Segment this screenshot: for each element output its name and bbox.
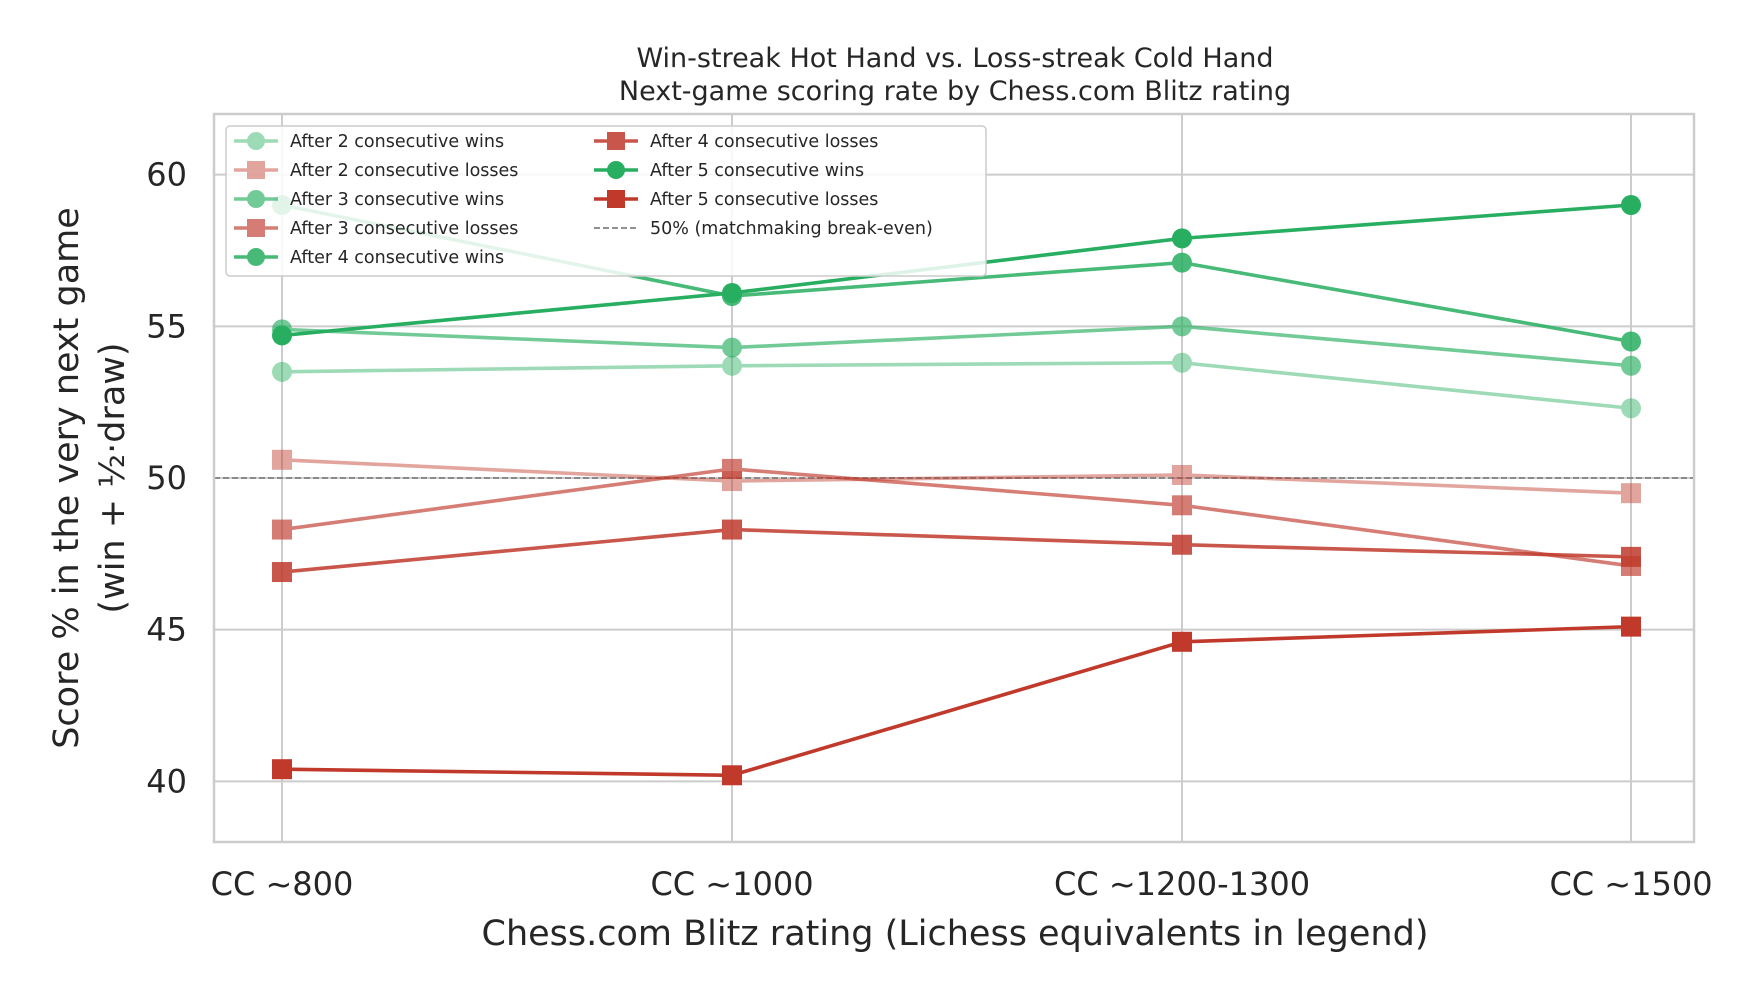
legend-swatch-marker (247, 132, 265, 150)
legend-item: After 4 consecutive losses (594, 132, 878, 152)
x-axis-label-text: Chess.com Blitz rating (Lichess equivale… (482, 914, 1429, 954)
legend-swatch (234, 161, 278, 179)
legend-label: After 2 consecutive wins (290, 132, 504, 152)
data-point (1621, 195, 1641, 215)
legend-label: After 4 consecutive losses (650, 132, 878, 152)
data-point (1621, 616, 1641, 637)
legend-item: 50% (matchmaking break-even) (594, 219, 933, 239)
data-point (722, 765, 742, 786)
legend-label: After 5 consecutive losses (650, 190, 878, 210)
legend-item: After 4 consecutive wins (234, 248, 504, 268)
y-axis-label-line: Score % in the very next game (47, 207, 87, 749)
data-point (1621, 483, 1641, 504)
series-line (281, 527, 1632, 574)
y-tick-label: 60 (146, 156, 187, 194)
data-point (1172, 228, 1192, 249)
legend-swatch (234, 190, 278, 208)
legend-swatch (594, 132, 638, 150)
legend-swatch-marker (247, 161, 265, 179)
data-point (1172, 316, 1192, 337)
legend-swatch (234, 219, 278, 237)
x-tick-label: CC ~800 (211, 865, 354, 903)
series-2 (272, 449, 1641, 504)
legend-box (225, 125, 987, 277)
series-line (281, 360, 1632, 411)
series-1 (272, 352, 1641, 419)
series-4 (272, 458, 1641, 576)
data-point (272, 361, 292, 382)
data-point (272, 449, 292, 470)
chart-title-line: Next-game scoring rate by Chess.com Blit… (619, 76, 1291, 107)
legend-label: 50% (matchmaking break-even) (650, 219, 933, 239)
x-tick-labels: CC ~800 CC ~1000 CC ~1200-1300 CC ~1500 (211, 865, 1713, 903)
legend-label: After 3 consecutive losses (290, 219, 518, 239)
chart-title-line: Win-streak Hot Hand vs. Loss-streak Cold… (636, 43, 1273, 74)
legend-swatch-marker (607, 190, 625, 208)
data-point (722, 519, 742, 540)
legend-item: After 5 consecutive wins (594, 161, 864, 181)
legend-label: After 5 consecutive wins (650, 161, 864, 181)
data-point (1172, 534, 1192, 555)
y-tick-label: 45 (146, 611, 187, 649)
data-point (272, 325, 292, 346)
data-point (722, 458, 742, 479)
series-line (281, 458, 1632, 495)
series-8 (272, 616, 1641, 786)
legend-label: After 4 consecutive wins (290, 248, 504, 268)
y-tick-label: 55 (146, 307, 187, 345)
legend-swatch-marker (247, 219, 265, 237)
x-tick-label: CC ~1200-1300 (1054, 865, 1310, 903)
series-line (281, 467, 1632, 568)
series-3 (272, 316, 1641, 376)
data-point (1172, 352, 1192, 373)
data-point (272, 562, 292, 583)
chart-title: Win-streak Hot Hand vs. Loss-streak Cold… (619, 43, 1291, 107)
x-tick-label: CC ~1000 (650, 865, 813, 903)
data-point (1621, 331, 1641, 352)
data-point (1621, 398, 1641, 419)
y-tick-label: 50 (146, 459, 187, 497)
legend-swatch-marker (607, 132, 625, 150)
x-tick-label: CC ~1500 (1549, 865, 1712, 903)
legend-swatch (594, 190, 638, 208)
legend-item: After 5 consecutive losses (594, 190, 878, 210)
data-point (272, 519, 292, 540)
series-line (281, 324, 1632, 368)
data-point (722, 337, 742, 358)
legend-swatch-marker (247, 248, 265, 266)
legend-label: After 3 consecutive wins (290, 190, 504, 210)
legend-swatch-marker (607, 161, 625, 179)
legend-swatch (594, 161, 638, 179)
data-point (1172, 464, 1192, 485)
legend-item: After 2 consecutive wins (234, 132, 504, 152)
data-point (1172, 252, 1192, 273)
legend-label: After 2 consecutive losses (290, 161, 518, 181)
y-axis-label-line: (win + ½·draw) (93, 342, 133, 613)
series-line (281, 624, 1632, 778)
legend-swatch-marker (247, 190, 265, 208)
series-6 (272, 519, 1641, 583)
legend-swatch (234, 248, 278, 266)
legend: After 2 consecutive wins After 2 consecut… (225, 125, 987, 277)
data-point (272, 759, 292, 780)
legend-item: After 3 consecutive losses (234, 219, 518, 239)
y-axis-label: Score % in the very next game (win + ½·dr… (47, 207, 133, 749)
legend-swatch (234, 132, 278, 150)
y-tick-label: 40 (146, 762, 187, 800)
x-axis-label: Chess.com Blitz rating (Lichess equivale… (482, 914, 1429, 954)
data-point (1621, 355, 1641, 376)
plot-border (212, 112, 1696, 844)
y-tick-labels: 40 45 50 55 60 (146, 156, 187, 801)
legend-item: After 2 consecutive losses (234, 161, 518, 181)
legend-item: After 3 consecutive wins (234, 190, 504, 210)
data-point (1172, 631, 1192, 652)
plot-frame (212, 112, 1696, 844)
data-point (1621, 546, 1641, 567)
data-point (1172, 495, 1192, 516)
data-point (722, 355, 742, 376)
data-point (722, 282, 742, 303)
series-lines (272, 195, 1641, 786)
